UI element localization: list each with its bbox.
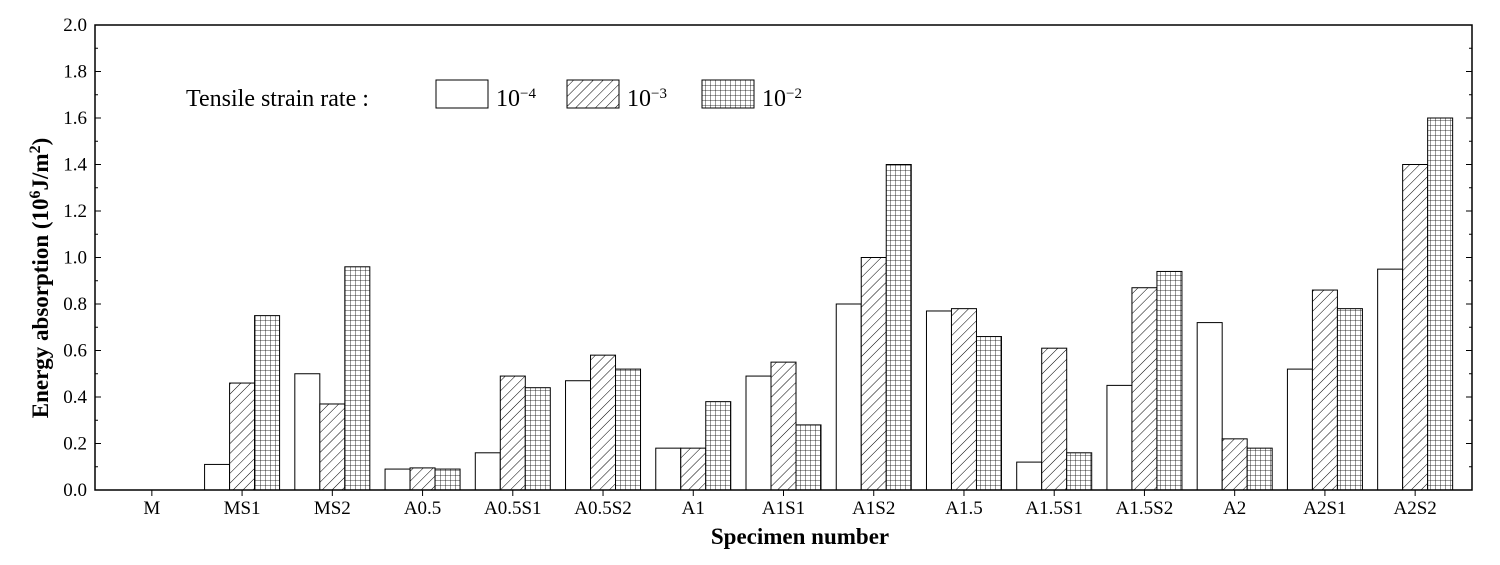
bar-A1S1-series-3 [795, 424, 822, 491]
bar-A2-series-1 [1196, 322, 1223, 491]
bar-A0.5S2-series-3 [615, 368, 642, 491]
y-tick-label-6: 1.2 [63, 201, 87, 222]
y-tick-label-2: 0.4 [63, 387, 87, 408]
y-tick-label-3: 0.6 [63, 341, 87, 362]
y-tick-label-0: 0.0 [63, 480, 87, 501]
x-tick-label-A1.5: A1.5 [945, 498, 982, 519]
legend-label-1e-4: 10−4 [496, 86, 536, 112]
x-tick-label-A1S1: A1S1 [762, 498, 805, 519]
x-tick-label-A1S2: A1S2 [852, 498, 895, 519]
x-tick-label-A1.5S2: A1.5S2 [1116, 498, 1174, 519]
bar-MS2-series-3 [344, 266, 371, 491]
x-tick-label-M: M [143, 498, 160, 519]
bar-A2-series-3 [1246, 447, 1273, 491]
bar-A0.5-series-1 [384, 468, 411, 491]
bar-A2S1-series-1 [1286, 368, 1313, 491]
bar-A1.5S2-series-2 [1131, 287, 1158, 491]
bar-A1S2-series-1 [835, 303, 862, 491]
bar-A1.5S1-series-2 [1041, 347, 1068, 491]
bar-A0.5-series-3 [434, 468, 461, 491]
y-tick-label-5: 1.0 [63, 248, 87, 269]
x-tick-label-A2: A2 [1223, 498, 1246, 519]
bar-A2S1-series-3 [1336, 308, 1363, 491]
bar-A1.5-series-3 [975, 336, 1002, 491]
bar-A1.5S2-series-3 [1156, 270, 1183, 491]
bar-A1S1-series-1 [745, 375, 772, 491]
bar-MS1-series-2 [229, 382, 256, 491]
legend-label-1e-2: 10−2 [762, 86, 802, 112]
plot-area-frame [94, 24, 1473, 491]
bar-MS2-series-2 [319, 403, 346, 491]
x-tick-label-A0.5: A0.5 [404, 498, 441, 519]
bar-A2S2-series-2 [1402, 164, 1429, 491]
y-tick-label-1: 0.2 [63, 434, 87, 455]
y-tick-label-10: 2.0 [63, 15, 87, 36]
bar-MS1-series-3 [254, 315, 281, 491]
bar-A0.5S2-series-2 [590, 354, 617, 491]
bar-MS2-series-1 [294, 373, 321, 491]
bar-A0.5S2-series-1 [565, 380, 592, 491]
bar-A0.5S1-series-1 [474, 452, 501, 491]
x-tick-label-A0.5S2: A0.5S2 [574, 498, 632, 519]
x-tick-label-A2S2: A2S2 [1394, 498, 1437, 519]
legend: Tensile strain rate : 10−4 10−3 10−2 [186, 79, 802, 112]
bar-A1.5S1-series-1 [1016, 461, 1043, 491]
legend-swatch-1e-2 [701, 79, 755, 109]
y-tick-label-4: 0.8 [63, 294, 87, 315]
legend-title: Tensile strain rate : [186, 86, 369, 112]
x-tick-label-MS2: MS2 [314, 498, 351, 519]
bar-A2S2-series-1 [1377, 268, 1404, 491]
y-tick-label-7: 1.4 [63, 155, 87, 176]
bar-A1S2-series-2 [860, 257, 887, 491]
bar-A0.5-series-2 [409, 467, 436, 491]
x-tick-label-A0.5S1: A0.5S1 [484, 498, 542, 519]
bar-MS1-series-1 [204, 463, 231, 491]
bar-A1-series-1 [655, 447, 682, 491]
bar-A1S2-series-3 [885, 164, 912, 491]
bar-A1S1-series-2 [770, 361, 797, 491]
y-axis-title: Energy absorption (106J/m2) [27, 138, 54, 419]
bar-A1.5S1-series-3 [1066, 452, 1093, 491]
legend-swatch-1e-4 [435, 79, 489, 109]
bar-A1.5S2-series-1 [1106, 384, 1133, 491]
bar-A0.5S1-series-2 [499, 375, 526, 491]
bar-A1.5-series-2 [950, 308, 977, 491]
bar-A0.5S1-series-3 [524, 387, 551, 491]
bar-A1-series-3 [705, 401, 732, 491]
legend-swatch-1e-3 [566, 79, 620, 109]
bar-A1.5-series-1 [925, 310, 952, 491]
bar-A2S1-series-2 [1311, 289, 1338, 491]
bar-A1-series-2 [680, 447, 707, 491]
y-tick-label-9: 1.8 [63, 62, 87, 83]
bar-A2-series-2 [1221, 438, 1248, 491]
x-axis-title: Specimen number [711, 524, 889, 549]
x-tick-label-MS1: MS1 [224, 498, 261, 519]
x-tick-label-A1: A1 [682, 498, 705, 519]
bars-layer [204, 117, 1454, 491]
x-tick-label-A1.5S1: A1.5S1 [1025, 498, 1083, 519]
legend-label-1e-3: 10−3 [627, 86, 667, 112]
ticks-layer: M MS1 MS2 A0.5 A0.5S1 A0.5S2 A1 A1S1 A1S2 A1.5 A1.… [63, 15, 1472, 519]
x-tick-label-A2S1: A2S1 [1303, 498, 1346, 519]
bar-A2S2-series-3 [1427, 117, 1454, 491]
y-tick-label-8: 1.6 [63, 108, 87, 129]
